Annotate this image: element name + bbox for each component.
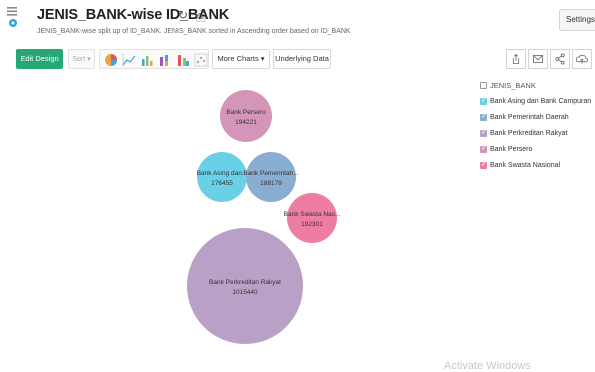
legend-item-label: Bank Pemerintah Daerah <box>490 113 569 121</box>
bubble-pemerintah-daerah[interactable]: Bank Pemerintah... 188179 <box>243 152 299 202</box>
checkbox-icon[interactable]: ✓ <box>480 112 487 121</box>
bubble-label: Bank Persero <box>226 109 266 116</box>
legend-item[interactable]: ✓ Bank Perkreditan Rakyat <box>480 125 591 141</box>
legend-item[interactable]: ✓ Bank Asing dan Bank Campuran <box>480 93 591 109</box>
checkbox-icon[interactable]: ✓ <box>480 160 487 169</box>
legend-title-row[interactable]: JENIS_BANK <box>480 77 591 93</box>
report-icon <box>7 7 17 27</box>
bubble-value: 176455 <box>211 180 233 187</box>
activate-windows-watermark: Activate Windows <box>444 360 531 372</box>
bubble-label: Bank Asing dan... <box>197 170 248 177</box>
email-icon[interactable] <box>528 49 548 69</box>
refresh-icon[interactable]: ↻ <box>178 8 189 22</box>
scatter-icon[interactable] <box>194 53 208 67</box>
more-charts-button[interactable]: More Charts ▾ <box>212 49 270 69</box>
underlying-data-button[interactable]: Underlying Data <box>273 49 331 69</box>
legend-item-label: Bank Swasta Nasional <box>490 161 561 169</box>
bubble-value: 1015440 <box>232 289 258 296</box>
bubble-label: Bank Pemerintah... <box>243 170 298 177</box>
legend-item[interactable]: ✓ Bank Pemerintah Daerah <box>480 109 591 125</box>
legend-item-label: Bank Asing dan Bank Campuran <box>490 97 592 105</box>
page-title: JENIS_BANK-wise ID_BANK <box>37 7 229 23</box>
page-subtitle: JENIS_BANK-wise split up of ID_BANK. JEN… <box>37 28 351 35</box>
bubble-label: Bank Swasta Nas... <box>284 211 341 218</box>
bar-chart-icon[interactable] <box>140 53 154 67</box>
bubble-swasta-nasional[interactable]: Bank Swasta Nas... 192301 <box>284 193 341 243</box>
edit-design-button[interactable]: Edit Design <box>16 49 63 69</box>
legend-item[interactable]: ✓ Bank Persero <box>480 141 591 157</box>
line-chart-icon[interactable] <box>122 53 136 67</box>
legend-item[interactable]: ✓ Bank Swasta Nasional <box>480 157 591 173</box>
checkbox-icon[interactable]: ✓ <box>480 144 487 153</box>
share-icon[interactable] <box>550 49 570 69</box>
bubble-value: 194221 <box>235 119 257 126</box>
bubble-value: 188179 <box>260 180 282 187</box>
bubble-asing-campuran[interactable]: Bank Asing dan... 176455 <box>197 152 248 202</box>
legend-title: JENIS_BANK <box>490 80 536 90</box>
horizontal-bar-icon[interactable] <box>176 53 190 67</box>
publish-icon[interactable] <box>572 49 592 69</box>
checkbox-icon[interactable]: ✓ <box>480 128 487 137</box>
chart-type-switcher <box>99 49 209 69</box>
bubble-persero[interactable]: Bank Persero 194221 <box>220 90 272 142</box>
checkbox-icon[interactable]: ✓ <box>480 96 487 105</box>
bubble-value: 192301 <box>301 221 323 228</box>
action-icons <box>506 49 595 69</box>
chart-legend: JENIS_BANK ✓ Bank Asing dan Bank Campura… <box>480 77 591 173</box>
bubble-label: Bank Perkreditan Rakyat <box>209 279 281 286</box>
legend-item-label: Bank Perkreditan Rakyat <box>490 129 568 137</box>
legend-item-label: Bank Persero <box>490 145 533 153</box>
pie-chart-icon[interactable] <box>104 53 118 67</box>
export-icon[interactable] <box>506 49 526 69</box>
bubble-perkreditan-rakyat[interactable]: Bank Perkreditan Rakyat 1015440 <box>187 228 303 344</box>
checkbox-icon[interactable] <box>480 81 487 89</box>
toolbar: Edit Design Sort ▾ <box>0 48 595 70</box>
sort-button[interactable]: Sort ▾ <box>68 49 95 69</box>
save-icon[interactable]: 🖹 <box>196 10 206 24</box>
stacked-bar-icon[interactable] <box>158 53 172 67</box>
settings-button[interactable]: Settings <box>559 9 595 31</box>
